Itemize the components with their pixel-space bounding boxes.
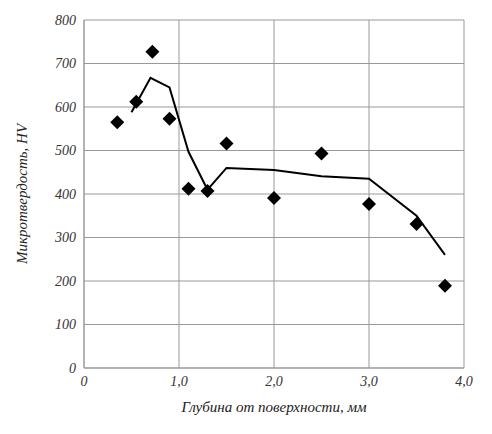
- svg-text:200: 200: [55, 274, 76, 289]
- svg-text:100: 100: [55, 317, 76, 332]
- svg-text:1,0: 1,0: [170, 374, 188, 389]
- svg-text:300: 300: [54, 230, 76, 245]
- svg-text:Глубина от поверхности, мм: Глубина от поверхности, мм: [180, 399, 367, 415]
- svg-text:600: 600: [55, 100, 76, 115]
- svg-text:4,0: 4,0: [455, 374, 473, 389]
- svg-text:500: 500: [55, 143, 76, 158]
- svg-text:700: 700: [55, 56, 76, 71]
- svg-text:0: 0: [81, 374, 88, 389]
- svg-text:400: 400: [55, 187, 76, 202]
- svg-text:3,0: 3,0: [359, 374, 378, 389]
- svg-text:800: 800: [55, 13, 76, 28]
- svg-text:Микротвердость, HV: Микротвердость, HV: [14, 122, 30, 265]
- svg-text:2,0: 2,0: [265, 374, 283, 389]
- svg-text:0: 0: [69, 361, 76, 376]
